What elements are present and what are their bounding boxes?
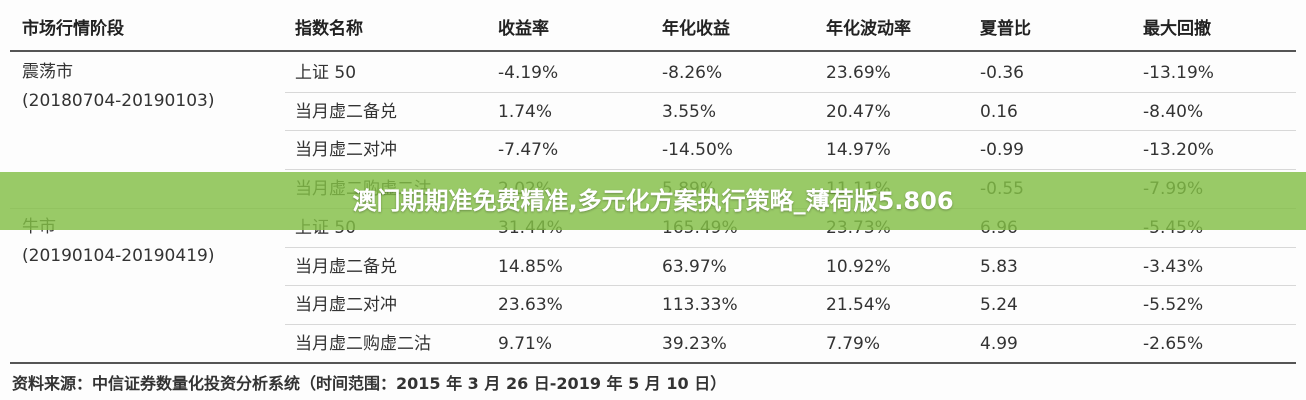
table-cell: 20.47% [826, 101, 891, 122]
table-cell: 9.71% [498, 333, 553, 354]
table-cell: -3.43% [1143, 256, 1204, 277]
table-cell: 3.55% [662, 101, 717, 122]
table-cell: -2.65% [1143, 333, 1204, 354]
table-cell: 14.97% [826, 140, 891, 161]
table-bottom-rule [10, 361, 1296, 364]
row-rule [285, 285, 1296, 287]
table-cell: 当月虚二购虚二沽 [295, 333, 431, 354]
table-cell: 5.83 [980, 256, 1018, 277]
header-cell: 指数名称 [295, 19, 363, 39]
table-cell: 当月虚二备兑 [295, 256, 397, 277]
header-cell: 年化波动率 [826, 19, 911, 39]
table-cell: -0.99 [980, 140, 1024, 161]
header-rule [10, 50, 1296, 52]
row-rule [285, 91, 1296, 93]
table-cell: -8.40% [1143, 101, 1204, 122]
header-cell: 夏普比 [980, 19, 1031, 39]
header-cell: 年化收益 [662, 19, 730, 39]
row-rule [285, 130, 1296, 132]
row-rule [285, 246, 1296, 248]
banner: 澳门期期准免费精准,多元化方案执行策略_薄荷版5.806 [0, 172, 1306, 230]
table-cell: 7.79% [826, 333, 881, 354]
table-cell: 63.97% [662, 256, 727, 277]
header-cell: 最大回撤 [1143, 19, 1211, 39]
row-rule [285, 169, 1296, 171]
table-cell: -7.47% [498, 140, 559, 161]
table-cell: -13.19% [1143, 63, 1214, 83]
stage-period: (20190104-20190419) [22, 245, 215, 266]
table-cell: 1.74% [498, 101, 553, 122]
table-cell: 当月虚二对冲 [295, 140, 397, 161]
table-cell: -14.50% [662, 140, 733, 161]
table-cell: 14.85% [498, 256, 563, 277]
header-cell: 收益率 [498, 19, 549, 39]
table-cell: 上证 50 [295, 63, 357, 83]
table-cell: 当月虚二对冲 [295, 295, 397, 316]
stage-name: 震荡市 [22, 62, 73, 82]
table-cell: 39.23% [662, 333, 727, 354]
table-cell: 23.63% [498, 295, 563, 316]
header-cell: 市场行情阶段 [22, 19, 124, 39]
table-cell: 4.99 [980, 333, 1018, 354]
table-cell: -8.26% [662, 63, 723, 83]
table-cell: -4.19% [498, 63, 559, 83]
table-cell: 113.33% [662, 295, 738, 316]
table-cell: 0.16 [980, 101, 1018, 122]
table-cell: 10.92% [826, 256, 891, 277]
table-cell: 5.24 [980, 295, 1018, 316]
source-note: 资料来源：中信证券数量化投资分析系统（时间范围：2015 年 3 月 26 日-… [12, 374, 727, 393]
table-cell: 当月虚二备兑 [295, 101, 397, 122]
table-cell: 23.69% [826, 63, 891, 83]
table-cell: 21.54% [826, 295, 891, 316]
row-rule [285, 323, 1296, 325]
table-cell: -5.52% [1143, 295, 1204, 316]
table-cell: -0.36 [980, 63, 1024, 83]
stage-period: (20180704-20190103) [22, 91, 215, 111]
table-cell: -13.20% [1143, 140, 1214, 161]
